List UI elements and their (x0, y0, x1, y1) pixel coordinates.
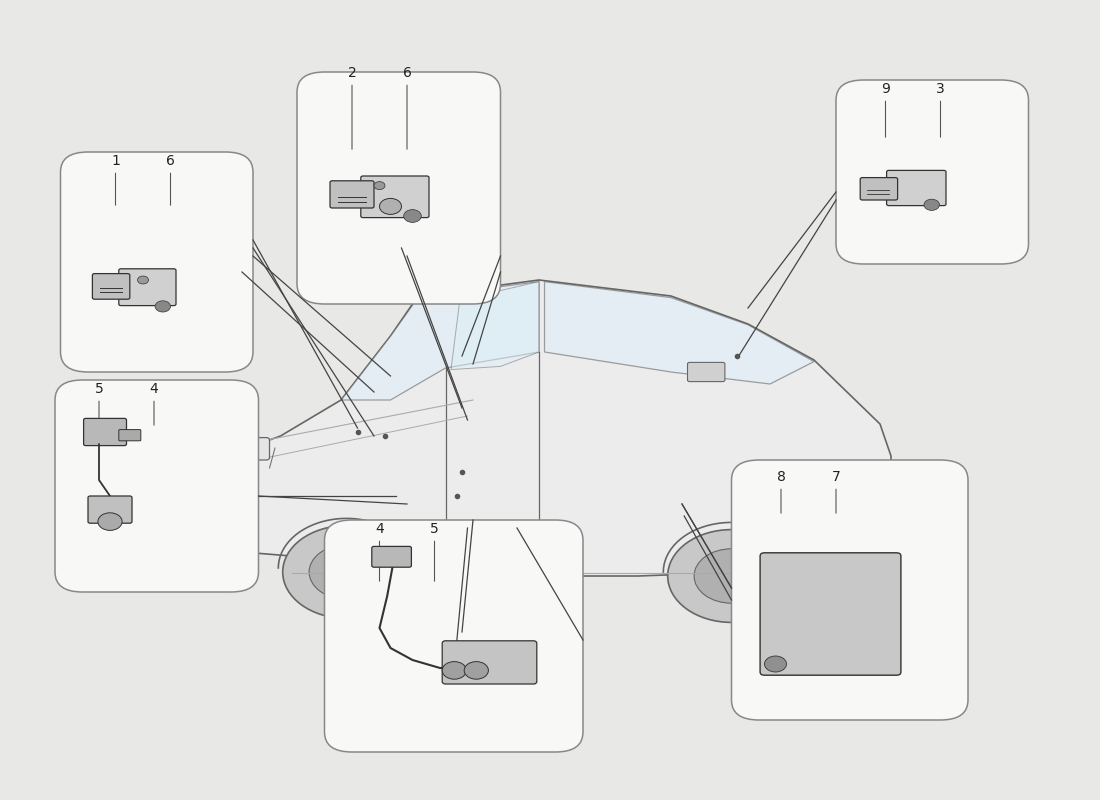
FancyBboxPatch shape (860, 178, 898, 200)
Text: 4: 4 (150, 382, 158, 396)
Polygon shape (341, 282, 539, 400)
FancyBboxPatch shape (688, 362, 725, 382)
Text: 8: 8 (777, 470, 785, 484)
Circle shape (764, 656, 786, 672)
FancyBboxPatch shape (361, 176, 429, 218)
Text: 4: 4 (375, 522, 384, 536)
Text: 5: 5 (430, 522, 439, 536)
Polygon shape (214, 280, 891, 576)
Text: 9: 9 (881, 82, 890, 96)
FancyBboxPatch shape (88, 496, 132, 523)
Text: 6: 6 (403, 66, 411, 80)
Text: 1: 1 (111, 154, 120, 168)
Circle shape (464, 662, 488, 679)
Text: 6: 6 (166, 154, 175, 168)
Polygon shape (451, 282, 539, 370)
Circle shape (379, 198, 401, 214)
Text: eurospares: eurospares (312, 419, 788, 493)
FancyBboxPatch shape (324, 520, 583, 752)
Text: 3: 3 (936, 82, 945, 96)
FancyBboxPatch shape (442, 641, 537, 684)
FancyBboxPatch shape (732, 460, 968, 720)
Text: 7: 7 (832, 470, 840, 484)
FancyBboxPatch shape (760, 553, 901, 675)
FancyBboxPatch shape (213, 438, 270, 460)
Circle shape (694, 549, 769, 603)
Circle shape (668, 530, 795, 622)
FancyBboxPatch shape (372, 546, 411, 567)
Circle shape (138, 276, 148, 284)
Text: 2: 2 (348, 66, 356, 80)
FancyBboxPatch shape (887, 170, 946, 206)
Circle shape (404, 210, 421, 222)
Circle shape (309, 545, 384, 599)
Circle shape (924, 199, 939, 210)
Polygon shape (544, 282, 814, 384)
Circle shape (283, 526, 410, 618)
FancyBboxPatch shape (55, 380, 258, 592)
Circle shape (98, 513, 122, 530)
FancyBboxPatch shape (92, 274, 130, 299)
FancyBboxPatch shape (119, 269, 176, 306)
FancyBboxPatch shape (60, 152, 253, 372)
FancyBboxPatch shape (876, 470, 900, 510)
Circle shape (155, 301, 170, 312)
FancyBboxPatch shape (297, 72, 500, 304)
FancyBboxPatch shape (119, 430, 141, 441)
Text: 5: 5 (95, 382, 103, 396)
Circle shape (374, 182, 385, 190)
FancyBboxPatch shape (836, 80, 1028, 264)
Circle shape (442, 662, 466, 679)
FancyBboxPatch shape (84, 418, 126, 446)
FancyBboxPatch shape (330, 181, 374, 208)
